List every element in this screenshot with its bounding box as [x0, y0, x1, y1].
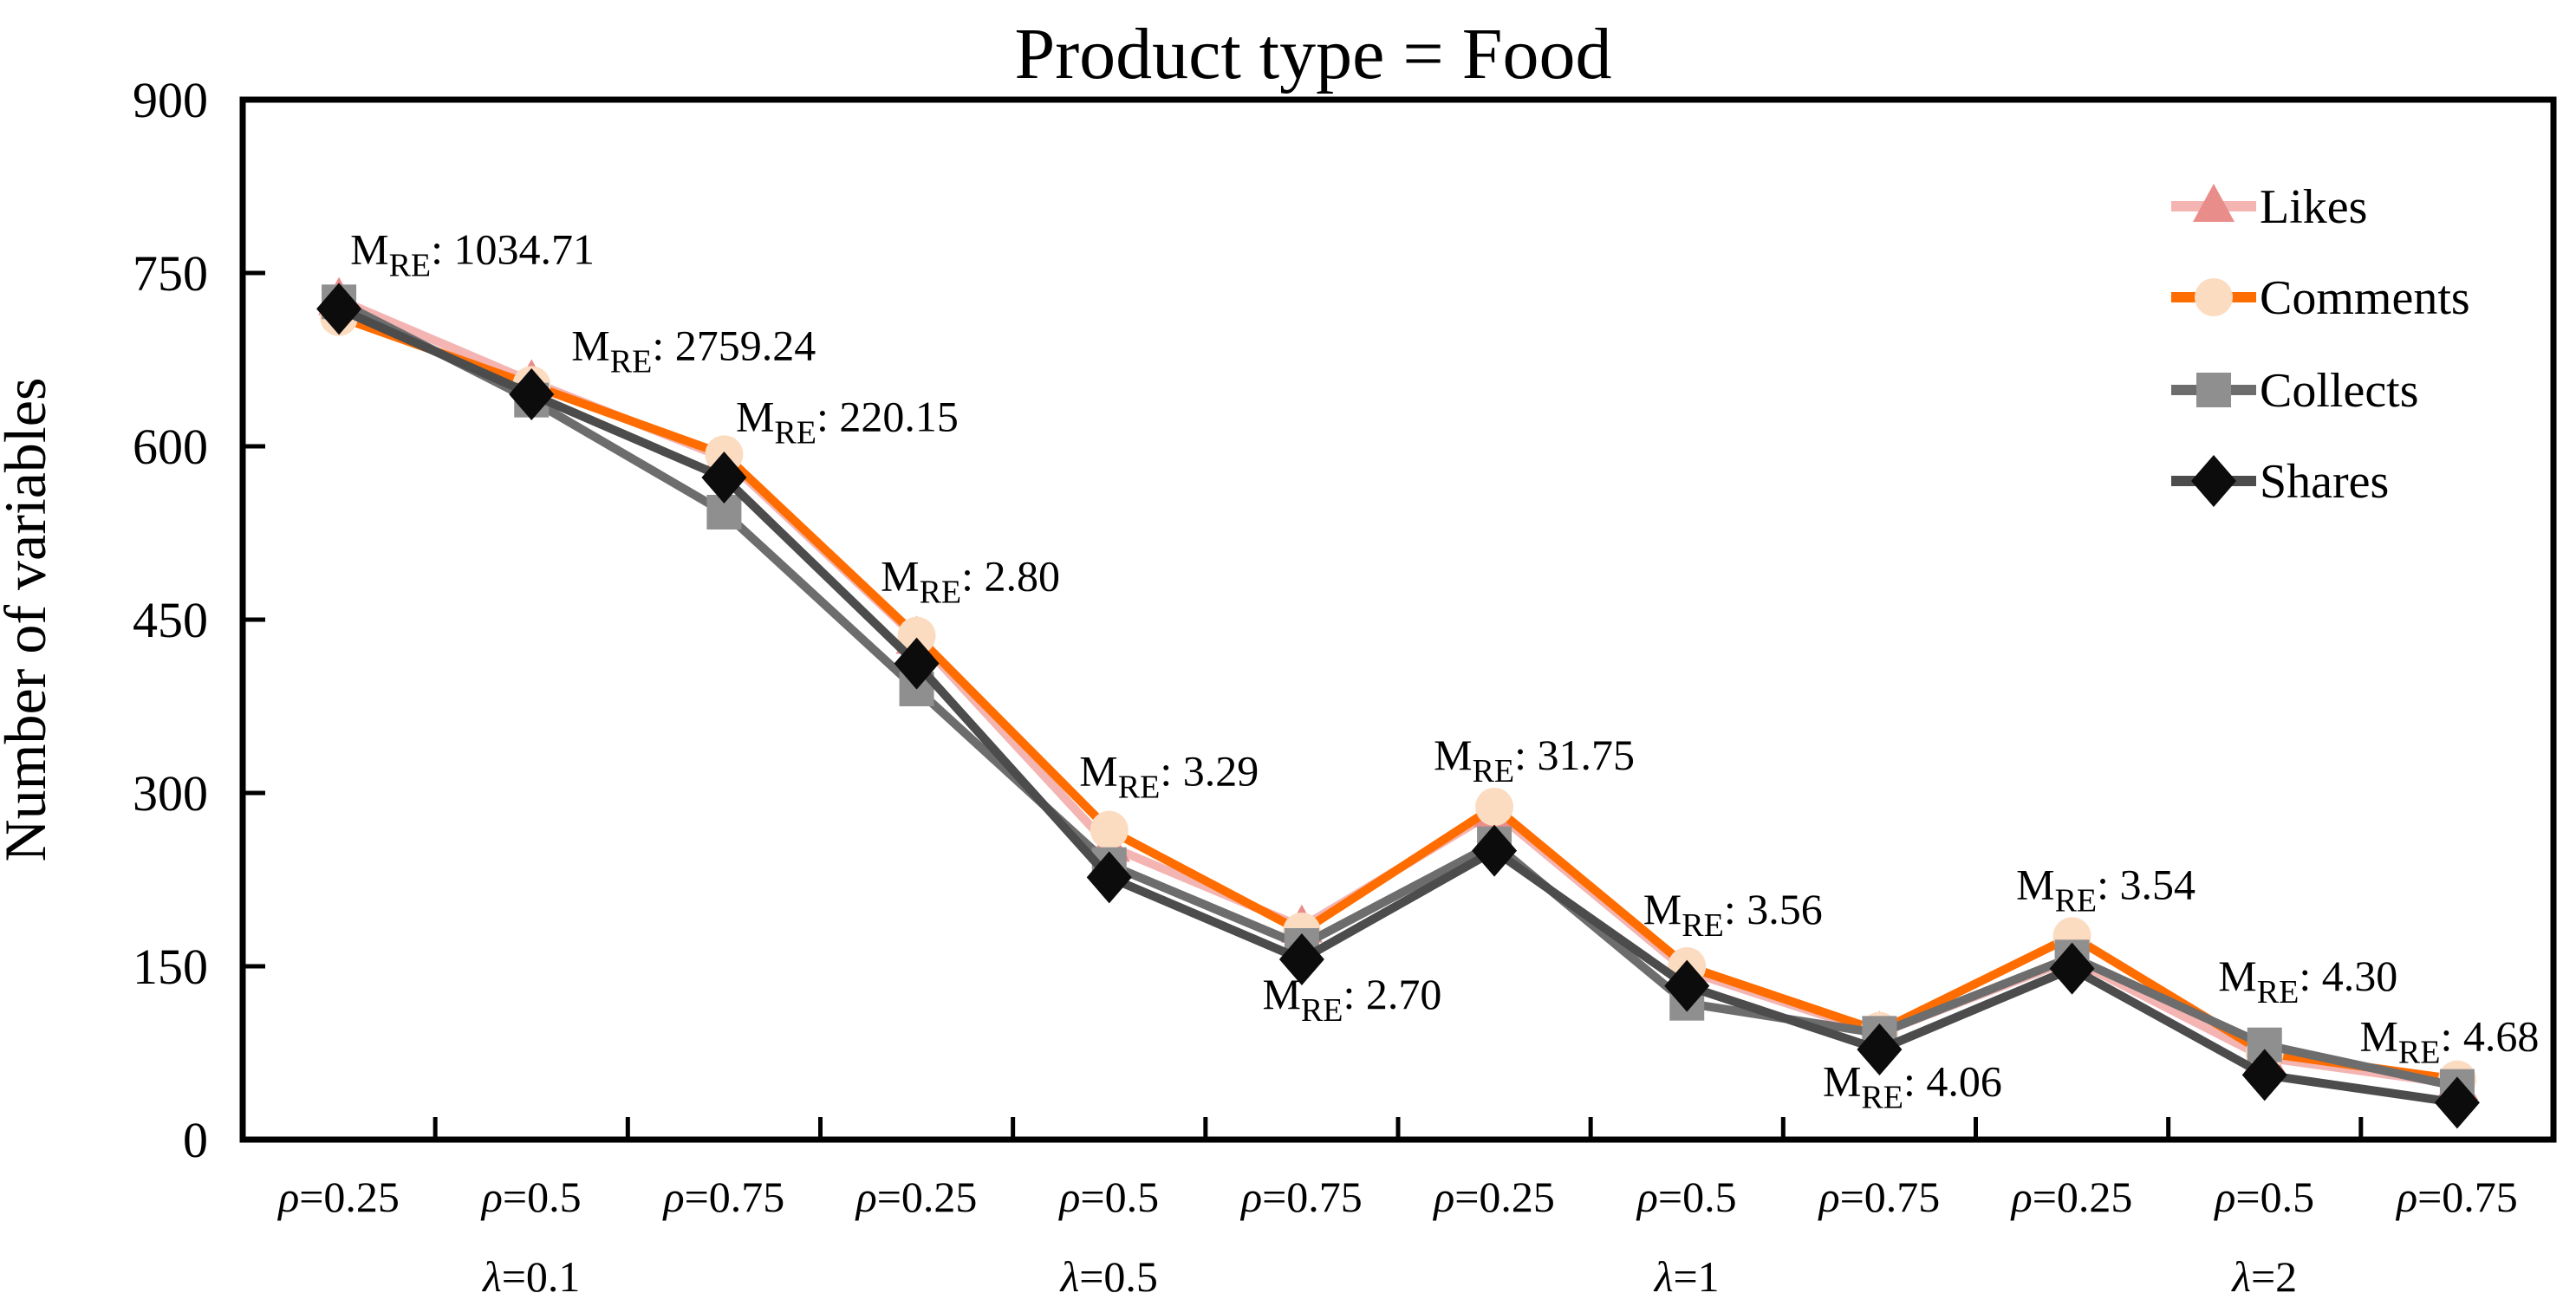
- x-ticks: [240, 1117, 2556, 1140]
- x-tick-label: ρ=0.5: [2213, 1173, 2314, 1221]
- legend-label: Likes: [2260, 180, 2367, 234]
- marker-shares: [1664, 959, 1710, 1012]
- mre-annotation: MRE: 31.75: [1434, 731, 1635, 789]
- mre-annotation: MRE: 1034.71: [350, 225, 595, 284]
- y-tick-label: 150: [133, 939, 208, 995]
- mre-annotation: MRE: 4.30: [2218, 952, 2397, 1010]
- y-axis-title: Number of variables: [0, 378, 58, 862]
- legend-label: Collects: [2260, 364, 2419, 418]
- legend-item-comments: Comments: [2171, 271, 2470, 325]
- mre-annotation: MRE: 220.15: [736, 392, 959, 451]
- chart-legend: Likes Comments Collects Shares: [2171, 180, 2470, 509]
- mre-annotation: MRE: 2759.24: [571, 321, 816, 380]
- x-tick-label: ρ=0.5: [1057, 1173, 1159, 1221]
- legend-marker-square-icon: [2196, 373, 2231, 407]
- x-tick-labels: ρ=0.25 ρ=0.5 ρ=0.75 ρ=0.25 ρ=0.5 ρ=0.75 ρ=0.25…: [276, 1173, 2518, 1301]
- marker-shares: [1278, 933, 1324, 985]
- marker-shares: [1857, 1023, 1903, 1075]
- marker-shares: [894, 637, 940, 690]
- y-tick-label: 750: [133, 245, 208, 302]
- marker-shares: [509, 368, 555, 420]
- lambda-group-label: λ=1: [1653, 1252, 1720, 1301]
- x-tick-label: ρ=0.75: [2395, 1173, 2518, 1221]
- marker-shares: [2434, 1076, 2480, 1129]
- mre-annotations: MRE: 1034.71 MRE: 2759.24 MRE: 220.15 MRE: …: [350, 225, 2539, 1116]
- y-tick-label: 900: [133, 72, 208, 128]
- series-markers-shares: [316, 283, 2480, 1129]
- marker-shares: [316, 283, 362, 335]
- lambda-group-label: λ=0.1: [481, 1252, 580, 1301]
- marker-shares: [701, 452, 747, 504]
- chart-title: Product type = Food: [1014, 14, 1611, 94]
- marker-comments: [1090, 810, 1129, 849]
- x-tick-label: ρ=0.25: [276, 1173, 400, 1221]
- marker-shares: [1472, 824, 1518, 877]
- y-tick-label: 300: [133, 765, 208, 822]
- marker-shares: [1086, 851, 1132, 904]
- y-tick-label: 0: [183, 1112, 208, 1168]
- lambda-group-label: λ=2: [2230, 1252, 2297, 1301]
- marker-shares: [2241, 1049, 2287, 1101]
- legend-label: Comments: [2260, 271, 2470, 325]
- x-tick-label: ρ=0.25: [2010, 1173, 2133, 1221]
- x-tick-label: ρ=0.5: [480, 1173, 582, 1221]
- legend-label: Shares: [2260, 455, 2389, 509]
- x-tick-label: ρ=0.75: [1239, 1173, 1363, 1221]
- y-tick-label: 450: [133, 592, 208, 648]
- legend-item-likes: Likes: [2171, 180, 2367, 234]
- x-tick-label: ρ=0.25: [855, 1173, 978, 1221]
- lambda-group-label: λ=0.5: [1059, 1252, 1158, 1301]
- mre-annotation: MRE: 2.80: [881, 552, 1060, 611]
- x-tick-label: ρ=0.75: [1818, 1173, 1941, 1221]
- legend-item-shares: Shares: [2171, 455, 2389, 509]
- x-tick-label: ρ=0.5: [1636, 1173, 1737, 1221]
- y-ticks: 0 150 300 450 600 750 900: [133, 72, 265, 1168]
- mre-annotation: MRE: 3.29: [1079, 747, 1259, 806]
- marker-shares: [2049, 942, 2095, 995]
- x-tick-label: ρ=0.75: [662, 1173, 785, 1221]
- legend-marker-triangle-icon: [2193, 184, 2234, 222]
- mre-annotation: MRE: 4.68: [2359, 1012, 2539, 1071]
- x-tick-label: ρ=0.25: [1432, 1173, 1555, 1221]
- marker-comments: [1475, 788, 1514, 826]
- mre-annotation: MRE: 2.70: [1262, 970, 1441, 1029]
- legend-marker-diamond-icon: [2191, 455, 2236, 507]
- series-line-shares: [337, 304, 2458, 1108]
- legend-item-collects: Collects: [2171, 364, 2419, 418]
- mre-annotation: MRE: 3.56: [1643, 885, 1823, 944]
- mre-annotation: MRE: 4.06: [1823, 1057, 2002, 1116]
- series-line-comments: [337, 312, 2458, 1084]
- marker-comments: [897, 616, 936, 655]
- legend-marker-circle-icon: [2195, 278, 2233, 316]
- series-line-collects: [336, 297, 2458, 1091]
- mre-annotation: MRE: 3.54: [2016, 860, 2195, 919]
- y-tick-label: 600: [133, 419, 208, 475]
